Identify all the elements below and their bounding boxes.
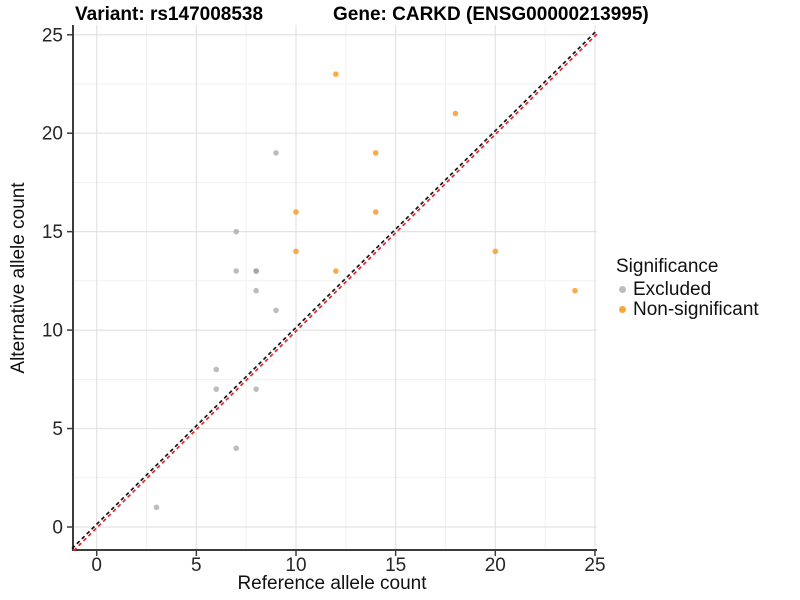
legend-key-excluded-icon [619, 286, 626, 294]
y-tick-label: 15 [42, 222, 63, 243]
data-point-non-significant [452, 110, 459, 117]
legend-label-excluded: Excluded [633, 279, 712, 301]
x-axis-title: Reference allele count [237, 573, 427, 594]
x-tick-label: 20 [485, 555, 506, 576]
x-tick-label: 25 [584, 555, 605, 576]
y-axis-title: Alternative allele count [8, 182, 29, 374]
identity-line-red [73, 32, 599, 552]
y-tick-label: 25 [42, 25, 63, 46]
data-point-non-significant [333, 71, 339, 77]
y-tick-label: 10 [42, 321, 63, 342]
legend-label-non-significant: Non-significant [633, 298, 759, 320]
x-tick-label: 10 [285, 555, 306, 576]
plot-title-variant: Variant: rs147008538 [75, 4, 264, 25]
x-tick-label: 15 [385, 555, 406, 576]
plot-title-gene: Gene: CARKD (ENSG00000213995) [333, 4, 649, 25]
legend: Significance Excluded Non-significant [616, 256, 759, 319]
data-point-non-significant [372, 209, 379, 215]
y-tick-label: 20 [42, 124, 63, 145]
data-point-excluded [233, 268, 240, 274]
y-tick-label: 5 [52, 419, 63, 440]
data-point-excluded [233, 445, 240, 452]
data-point-non-significant [492, 248, 499, 255]
data-point-non-significant [333, 268, 339, 274]
legend-title: Significance [616, 256, 719, 277]
data-point-non-significant [372, 150, 379, 156]
legend-key-non-significant-icon [619, 305, 626, 313]
data-point-excluded [253, 287, 259, 294]
data-point-excluded [273, 307, 279, 314]
data-point-non-significant [572, 287, 578, 294]
data-point-excluded [213, 366, 220, 373]
legend-item-non-significant: Non-significant [616, 300, 759, 320]
x-tick-label: 5 [191, 555, 202, 576]
x-tick-label: 0 [91, 555, 102, 576]
data-point-excluded [213, 386, 220, 392]
legend-item-excluded: Excluded [616, 280, 759, 300]
data-point-excluded [233, 228, 240, 235]
data-point-excluded [153, 504, 160, 511]
data-point-excluded [253, 268, 259, 274]
data-point-non-significant [293, 209, 299, 215]
data-point-non-significant [293, 248, 299, 255]
identity-line-black [71, 30, 597, 550]
y-tick-label: 0 [52, 518, 63, 539]
data-point-excluded [273, 150, 279, 156]
data-point-excluded [253, 386, 259, 392]
